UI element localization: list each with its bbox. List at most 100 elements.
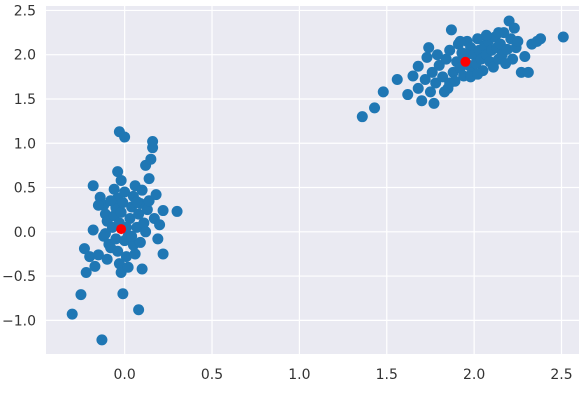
data-point	[122, 261, 134, 273]
center-point	[116, 224, 127, 235]
data-point	[519, 50, 531, 62]
data-point	[75, 289, 87, 301]
data-point	[154, 219, 166, 231]
data-point	[87, 224, 99, 236]
y-axis-ticks: −1.0 −0.5 0.0 0.5 1.0 1.5 2.0 2.5	[2, 3, 36, 329]
data-point	[423, 42, 435, 54]
data-point	[438, 86, 450, 98]
data-point	[493, 27, 505, 39]
data-points	[66, 15, 569, 346]
y-tick-label: 2.5	[14, 3, 36, 19]
data-point	[557, 31, 569, 43]
data-point	[421, 51, 433, 63]
data-point	[119, 186, 131, 198]
data-point	[99, 228, 111, 240]
data-point	[407, 70, 419, 82]
data-point	[143, 173, 155, 185]
data-point	[487, 61, 499, 73]
data-point	[141, 204, 153, 216]
data-point	[416, 95, 428, 107]
y-tick-label: −0.5	[2, 269, 36, 285]
data-point	[136, 263, 148, 275]
data-point	[472, 33, 484, 45]
data-point	[133, 304, 145, 316]
data-point	[171, 205, 183, 217]
x-tick-label: 2.0	[463, 367, 485, 383]
data-point	[129, 248, 141, 260]
data-point	[138, 217, 150, 229]
data-point	[113, 258, 125, 270]
data-point	[508, 22, 520, 34]
data-point	[431, 49, 443, 61]
data-point	[535, 33, 547, 45]
data-point	[133, 208, 145, 220]
data-point	[444, 44, 456, 56]
data-point	[522, 66, 534, 78]
y-tick-label: 0.0	[14, 225, 36, 241]
data-point	[136, 184, 148, 196]
x-tick-label: 2.5	[550, 367, 572, 383]
data-point	[115, 206, 127, 218]
data-point	[412, 60, 424, 72]
x-axis-ticks: 0.0 0.5 1.0 1.5 2.0 2.5	[114, 367, 573, 383]
data-point	[108, 183, 120, 195]
data-point	[92, 249, 104, 261]
data-point	[377, 86, 389, 98]
data-point	[119, 131, 131, 143]
data-point	[87, 180, 99, 192]
data-point	[512, 35, 524, 47]
x-tick-label: 0.0	[114, 367, 136, 383]
y-tick-label: −1.0	[2, 313, 36, 329]
data-point	[391, 73, 403, 85]
center-point	[460, 56, 471, 67]
data-point	[145, 153, 157, 165]
data-point	[66, 308, 78, 320]
data-point	[110, 233, 122, 245]
data-point	[440, 53, 452, 65]
data-point	[134, 236, 146, 248]
data-point	[126, 230, 138, 242]
x-tick-label: 1.5	[376, 367, 398, 383]
data-point	[426, 66, 438, 78]
data-point	[140, 226, 152, 238]
data-point	[152, 233, 164, 245]
data-point	[117, 197, 129, 209]
y-tick-label: 1.0	[14, 136, 36, 152]
data-point	[115, 174, 127, 186]
data-point	[105, 195, 117, 207]
data-point	[92, 199, 104, 211]
data-point	[507, 53, 519, 65]
data-point	[356, 111, 368, 123]
data-point	[501, 43, 513, 55]
data-point	[120, 251, 132, 263]
data-point	[454, 35, 466, 47]
data-point	[89, 260, 101, 272]
data-point	[428, 97, 440, 109]
data-point	[402, 89, 414, 101]
data-point	[412, 82, 424, 94]
data-point	[157, 205, 169, 217]
y-tick-label: 2.0	[14, 48, 36, 64]
data-point	[150, 189, 162, 201]
x-tick-label: 0.5	[201, 367, 223, 383]
data-point	[78, 243, 90, 255]
data-point	[117, 288, 129, 300]
data-point	[101, 253, 113, 265]
data-point	[131, 196, 143, 208]
data-point	[472, 68, 484, 80]
data-point	[84, 251, 96, 263]
data-point	[419, 73, 431, 85]
data-point	[96, 334, 108, 346]
x-tick-label: 1.0	[288, 367, 310, 383]
data-point	[444, 77, 456, 89]
data-point	[124, 213, 136, 225]
data-point	[480, 29, 492, 41]
data-point	[424, 86, 436, 98]
data-point	[369, 102, 381, 114]
y-tick-label: 0.5	[14, 181, 36, 197]
data-point	[147, 135, 159, 147]
data-point	[112, 245, 124, 257]
y-tick-label: 1.5	[14, 92, 36, 108]
data-point	[445, 24, 457, 36]
